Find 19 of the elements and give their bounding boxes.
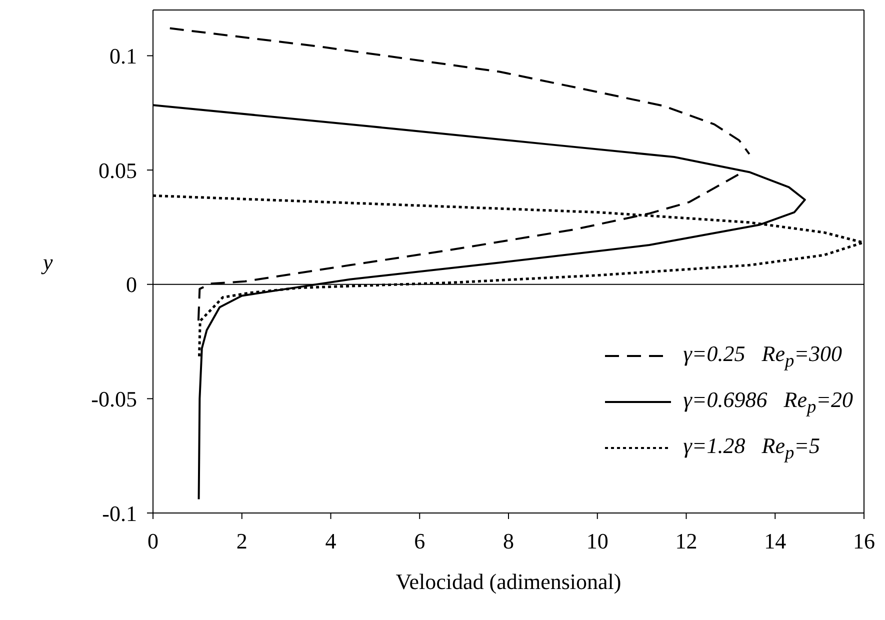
x-tick-label: 16 [853,528,875,554]
x-tick-label: 14 [764,528,786,554]
legend-label: γ=0.6986 Re$_{p}$=20 [683,386,853,418]
y-tick-label: 0.1 [110,44,137,69]
y-axis-title: y [41,249,53,274]
legend-label: γ=1.28 Re$_{p}$=5 [683,432,820,464]
x-tick-label: 0 [148,528,158,554]
x-tick-label: 8 [503,528,514,554]
x-axis-title: Velocidad (adimensional) [396,569,622,594]
y-tick-label: 0.05 [98,158,137,183]
y-tick-label: -0.1 [102,500,137,526]
x-tick-label: 2 [236,528,248,554]
legend-label: γ=0.25 Re$_{p}$=300 [683,340,842,372]
x-tick-label: 10 [586,528,608,554]
x-tick-label: 12 [675,528,698,554]
y-tick-label: 0 [126,272,137,298]
x-tick-label: 6 [414,528,426,554]
x-tick-label: 4 [325,528,336,554]
y-tick-label: -0.05 [91,386,137,412]
